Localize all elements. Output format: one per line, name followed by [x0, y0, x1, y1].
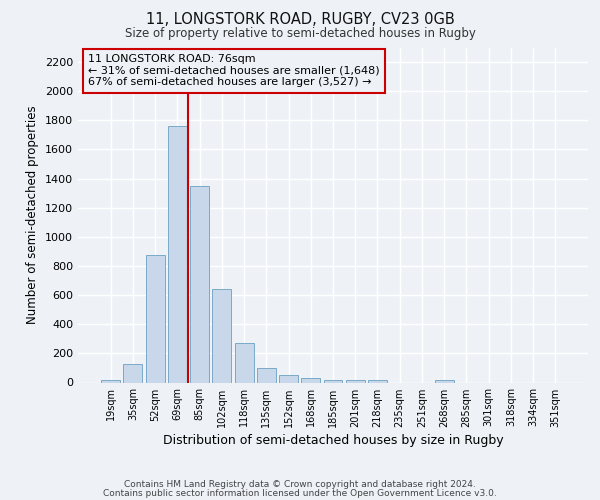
Bar: [301, 378, 320, 382]
Bar: [257, 368, 276, 382]
Text: Contains HM Land Registry data © Crown copyright and database right 2024.: Contains HM Land Registry data © Crown c…: [124, 480, 476, 489]
Bar: [235, 343, 254, 382]
Text: 11 LONGSTORK ROAD: 76sqm
← 31% of semi-detached houses are smaller (1,648)
67% o: 11 LONGSTORK ROAD: 76sqm ← 31% of semi-d…: [88, 54, 380, 88]
Text: Contains public sector information licensed under the Open Government Licence v3: Contains public sector information licen…: [103, 489, 497, 498]
Bar: [168, 126, 187, 382]
Y-axis label: Number of semi-detached properties: Number of semi-detached properties: [26, 106, 40, 324]
Bar: [323, 380, 343, 382]
X-axis label: Distribution of semi-detached houses by size in Rugby: Distribution of semi-detached houses by …: [163, 434, 503, 446]
Bar: [146, 255, 164, 382]
Bar: [368, 380, 387, 382]
Bar: [279, 375, 298, 382]
Text: 11, LONGSTORK ROAD, RUGBY, CV23 0GB: 11, LONGSTORK ROAD, RUGBY, CV23 0GB: [146, 12, 454, 28]
Bar: [212, 288, 231, 382]
Text: Size of property relative to semi-detached houses in Rugby: Size of property relative to semi-detach…: [125, 28, 475, 40]
Bar: [101, 380, 120, 382]
Bar: [346, 380, 365, 382]
Bar: [124, 364, 142, 382]
Bar: [435, 380, 454, 382]
Bar: [190, 186, 209, 382]
